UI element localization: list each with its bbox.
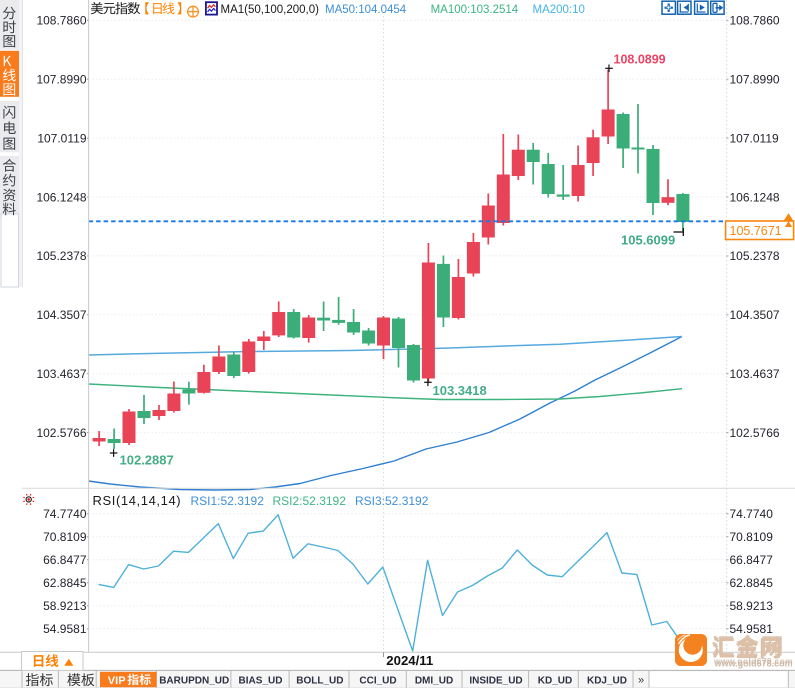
svg-text:70.8109: 70.8109 bbox=[43, 530, 87, 544]
svg-text:107.8990: 107.8990 bbox=[730, 73, 780, 87]
svg-text:104.3507: 104.3507 bbox=[36, 308, 86, 322]
svg-text:66.8477: 66.8477 bbox=[43, 553, 87, 567]
svg-text:www.gold678.com: www.gold678.com bbox=[714, 659, 793, 669]
svg-text:107.8990: 107.8990 bbox=[36, 73, 86, 87]
svg-text:104.3507: 104.3507 bbox=[730, 308, 780, 322]
svg-text:BARUPDN_UD: BARUPDN_UD bbox=[159, 676, 229, 687]
svg-text:54.9581: 54.9581 bbox=[43, 622, 87, 636]
svg-text:107.0119: 107.0119 bbox=[37, 131, 86, 145]
svg-text:102.5766: 102.5766 bbox=[730, 426, 780, 440]
svg-text:VIP: VIP bbox=[108, 675, 126, 687]
svg-text:103.3418: 103.3418 bbox=[433, 383, 487, 398]
svg-text:74.7740: 74.7740 bbox=[730, 507, 774, 521]
svg-text:MA200:10: MA200:10 bbox=[533, 4, 585, 16]
svg-text:RSI2:52.3192: RSI2:52.3192 bbox=[273, 494, 347, 508]
svg-text:»: » bbox=[638, 675, 644, 687]
svg-text:DMI_UD: DMI_UD bbox=[415, 676, 453, 687]
svg-text:62.8845: 62.8845 bbox=[43, 576, 87, 590]
svg-text:102.5766: 102.5766 bbox=[36, 426, 86, 440]
svg-text:BIAS_UD: BIAS_UD bbox=[239, 676, 283, 687]
svg-text:INSIDE_UD: INSIDE_UD bbox=[469, 676, 522, 687]
svg-text:103.4637: 103.4637 bbox=[730, 367, 780, 381]
svg-text:www.gold678.com: www.gold678.com bbox=[713, 656, 793, 666]
svg-text:RSI1:52.3192: RSI1:52.3192 bbox=[191, 494, 265, 508]
svg-text:BOLL_UD: BOLL_UD bbox=[296, 676, 343, 687]
svg-text:2024/11: 2024/11 bbox=[386, 653, 433, 668]
svg-text:103.4637: 103.4637 bbox=[36, 367, 86, 381]
svg-text:58.9213: 58.9213 bbox=[43, 599, 87, 613]
svg-text:62.8845: 62.8845 bbox=[730, 576, 774, 590]
svg-text:MA1(50,100,200,0): MA1(50,100,200,0) bbox=[221, 4, 320, 16]
svg-text:MA50:104.0454: MA50:104.0454 bbox=[325, 4, 407, 16]
svg-text:54.9581: 54.9581 bbox=[730, 622, 774, 636]
svg-text:74.7740: 74.7740 bbox=[43, 507, 87, 521]
svg-text:105.7671: 105.7671 bbox=[730, 224, 782, 238]
svg-text:108.7860: 108.7860 bbox=[36, 14, 86, 28]
svg-text:KD_UD: KD_UD bbox=[538, 676, 572, 687]
svg-text:70.8109: 70.8109 bbox=[730, 530, 774, 544]
svg-text:66.8477: 66.8477 bbox=[730, 553, 774, 567]
svg-text:106.1248: 106.1248 bbox=[36, 190, 86, 204]
svg-text:RSI3:52.3192: RSI3:52.3192 bbox=[355, 494, 429, 508]
svg-text:MA100:103.2514: MA100:103.2514 bbox=[431, 4, 519, 16]
svg-text:KDJ_UD: KDJ_UD bbox=[587, 676, 627, 687]
svg-text:106.1248: 106.1248 bbox=[730, 190, 780, 204]
svg-text:105.2378: 105.2378 bbox=[730, 249, 780, 263]
svg-text:CCI_UD: CCI_UD bbox=[359, 676, 396, 687]
svg-text:58.9213: 58.9213 bbox=[730, 599, 774, 613]
svg-text:105.2378: 105.2378 bbox=[36, 249, 86, 263]
svg-text:107.0119: 107.0119 bbox=[730, 131, 779, 145]
svg-text:108.0899: 108.0899 bbox=[614, 53, 666, 67]
svg-text:102.2887: 102.2887 bbox=[120, 453, 174, 468]
svg-text:105.6099: 105.6099 bbox=[621, 233, 675, 248]
svg-text:108.7860: 108.7860 bbox=[730, 14, 780, 28]
svg-text:RSI(14,14,14): RSI(14,14,14) bbox=[93, 493, 182, 508]
